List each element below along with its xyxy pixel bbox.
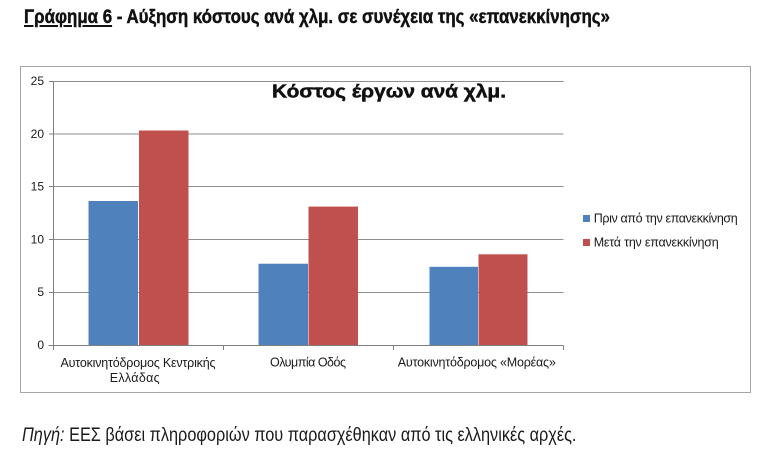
svg-text:Ελλάδας: Ελλάδας	[110, 371, 160, 385]
svg-text:Αυτοκινητόδρομος Κεντρικής: Αυτοκινητόδρομος Κεντρικής	[61, 356, 216, 370]
svg-text:10: 10	[31, 233, 45, 247]
svg-text:Ολυμπία Οδός: Ολυμπία Οδός	[270, 356, 346, 370]
svg-text:0: 0	[37, 338, 44, 352]
svg-text:25: 25	[31, 74, 45, 88]
svg-text:Αυτοκινητόδρομος «Μορέας»: Αυτοκινητόδρομος «Μορέας»	[398, 356, 556, 370]
svg-text:Πριν από την επανεκκίνηση: Πριν από την επανεκκίνηση	[594, 212, 738, 226]
svg-text:5: 5	[37, 285, 44, 299]
svg-text:20: 20	[31, 127, 45, 141]
svg-text:15: 15	[31, 180, 45, 194]
svg-text:Μετά την επανεκκίνηση: Μετά την επανεκκίνηση	[594, 236, 719, 250]
svg-text:Κόστος έργων ανά χλμ.: Κόστος έργων ανά χλμ.	[272, 82, 506, 102]
